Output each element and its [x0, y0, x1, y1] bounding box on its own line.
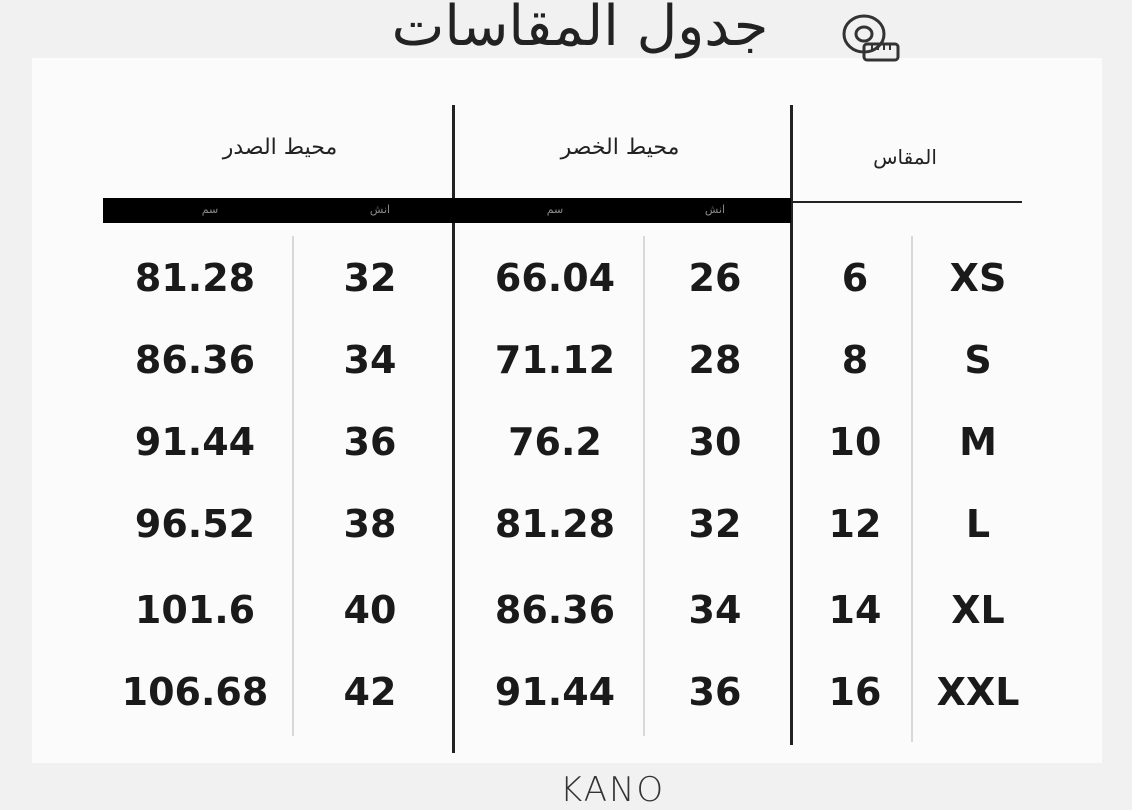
cell-size: XL [951, 588, 1005, 632]
cell-chest-cm: 86.36 [134, 338, 256, 382]
cell-chest-cm: 101.6 [134, 588, 256, 632]
cell-num: 12 [828, 502, 882, 546]
cell-waist-in: 36 [688, 670, 742, 714]
cell-waist-cm: 91.44 [494, 670, 616, 714]
cell-chest-cm: 81.28 [134, 256, 256, 300]
brand-logo: KANO [560, 770, 666, 810]
cell-chest-cm: 91.44 [134, 420, 256, 464]
divider [292, 236, 294, 736]
cell-waist-in: 26 [688, 256, 742, 300]
cell-waist-in: 34 [688, 588, 742, 632]
cell-chest-in: 34 [343, 338, 397, 382]
cell-size: M [959, 420, 997, 464]
cell-chest-cm: 106.68 [121, 670, 269, 714]
unit-cm: سم [201, 203, 219, 216]
cell-chest-in: 36 [343, 420, 397, 464]
cell-waist-in: 30 [688, 420, 742, 464]
cell-size: S [964, 338, 992, 382]
header-chest: محيط الصدر [222, 135, 338, 160]
divider [452, 105, 455, 753]
divider [792, 201, 1022, 203]
unit-bar [103, 198, 791, 223]
header-size: المقاس [873, 145, 937, 169]
cell-num: 8 [841, 338, 869, 382]
cell-chest-in: 40 [343, 588, 397, 632]
cell-waist-cm: 81.28 [494, 502, 616, 546]
cell-chest-in: 38 [343, 502, 397, 546]
unit-inch: انش [704, 203, 726, 216]
divider [790, 105, 793, 745]
header-waist: محيط الخصر [560, 135, 680, 160]
cell-num: 14 [828, 588, 882, 632]
cell-chest-in: 32 [343, 256, 397, 300]
cell-chest-cm: 96.52 [134, 502, 256, 546]
unit-inch: انش [369, 203, 391, 216]
measuring-tape-icon [842, 14, 900, 62]
cell-waist-cm: 71.12 [494, 338, 616, 382]
divider [643, 236, 645, 736]
cell-waist-cm: 66.04 [494, 256, 616, 300]
cell-waist-cm: 76.2 [508, 420, 602, 464]
cell-size: XS [949, 256, 1007, 300]
cell-size: L [965, 502, 991, 546]
page-title: جدول المقاسات [391, 0, 769, 59]
cell-waist-cm: 86.36 [494, 588, 616, 632]
cell-waist-in: 28 [688, 338, 742, 382]
cell-waist-in: 32 [688, 502, 742, 546]
divider [911, 236, 913, 742]
cell-num: 16 [828, 670, 882, 714]
size-chart-card [32, 58, 1102, 763]
unit-cm: سم [546, 203, 564, 216]
cell-chest-in: 42 [343, 670, 397, 714]
cell-size: XXL [936, 670, 1020, 714]
cell-num: 6 [841, 256, 869, 300]
cell-num: 10 [828, 420, 882, 464]
